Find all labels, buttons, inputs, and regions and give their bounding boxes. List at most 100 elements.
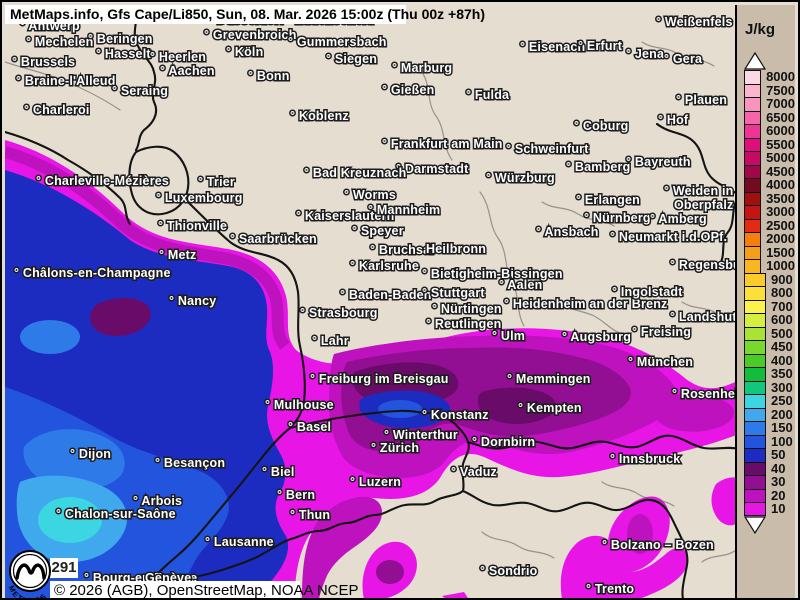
metmaps-logo: METMAPS (7, 550, 51, 598)
legend-entry: 900 (744, 272, 795, 286)
cape-italy-b-core (627, 514, 653, 554)
legend-value: 3000 (766, 204, 795, 219)
city-label: ° Neumarkt i.d.OPf. (610, 230, 727, 244)
legend-entry: 5500 (744, 136, 795, 152)
legend-swatch (744, 124, 762, 138)
legend-value: 7500 (766, 82, 795, 98)
cape-alps-20-east (650, 394, 734, 432)
legend-swatch (744, 299, 766, 313)
cape-italy-a (560, 535, 689, 598)
city-label: ° Rosenheim (672, 387, 739, 401)
city-label: ° Speyer (352, 224, 404, 238)
legend-value: 3500 (766, 190, 795, 206)
city-label: ° Trento (586, 582, 634, 596)
city-label: ° Thionville (158, 219, 227, 233)
city-label: ° Metz (159, 248, 196, 262)
legend-value: 6000 (766, 123, 795, 138)
cape-map[interactable]: ° Antwerp° Dusseldorf° Ludenscheid° Mech… (5, 5, 739, 599)
legend-entry: 400 (744, 353, 795, 367)
legend-entry: 2500 (744, 218, 795, 232)
city-label: ° Dornbirn (472, 435, 535, 449)
city-label: ° Bern (277, 488, 315, 502)
city-label: ° Trier (198, 175, 235, 189)
legend-value: 4500 (766, 163, 795, 179)
legend-entry: 50 (744, 448, 795, 462)
city-label: ° Vaduz (451, 465, 497, 479)
legend-swatch (744, 313, 766, 327)
legend-swatch (744, 380, 766, 394)
city-label: ° Grevenbroich (204, 28, 297, 42)
city-label: ° Weiden in der (664, 184, 739, 198)
legend-entry: 300 (744, 380, 795, 394)
cape-region-150 (23, 429, 125, 491)
city-label: ° Reutlingen (426, 317, 501, 331)
legend-entry: 4000 (744, 178, 795, 192)
legend-entry: 350 (744, 367, 795, 381)
legend-swatch (744, 326, 766, 340)
city-label: ° Baden-Baden (340, 288, 432, 302)
city-label: ° Gießen (382, 83, 434, 97)
city-label: ° Bruchsal (370, 243, 434, 257)
city-label: ° Eisenach (520, 40, 585, 54)
city-labels: ° Antwerp° Dusseldorf° Ludenscheid° Mech… (11, 12, 740, 598)
legend-swatch (744, 353, 766, 367)
city-label: ° Mannheim (368, 203, 440, 217)
legend-value: 4000 (766, 177, 795, 192)
city-label: ° Nürtingen (432, 302, 502, 316)
city-label: ° Innsbruck (610, 452, 680, 466)
city-label: ° Nürnberg (584, 211, 651, 225)
legend-value: 5000 (766, 150, 795, 165)
cape-region-250 (38, 497, 102, 543)
cape-region-40-nancy (90, 298, 151, 336)
legend-swatch (744, 70, 762, 84)
legend-entry: 200 (744, 406, 795, 422)
city-label: ° Kempten (518, 401, 582, 415)
cape-italy-sliver (442, 592, 468, 598)
city-label: ° Strasbourg (300, 306, 378, 320)
legend-entry: 10 (744, 502, 795, 516)
city-label: ° Nancy (169, 294, 216, 308)
city-label: ° Freising (632, 325, 691, 339)
city-label: ° Darmstadt (396, 162, 469, 176)
cape-konstanz-100 (378, 400, 422, 418)
city-label: ° Würzburg (486, 171, 555, 185)
legend-swatch (744, 286, 766, 300)
legend-value: 50 (771, 447, 786, 462)
city-label: ° Bamberg (566, 160, 630, 174)
city-label: ° Aachen (160, 64, 215, 78)
city-label: ° Aalen (499, 278, 542, 292)
city-label: ° Lausanne (205, 535, 274, 549)
legend-swatch (744, 488, 766, 502)
cape-alps-40b (478, 387, 557, 424)
legend-entry: 7000 (744, 97, 795, 111)
legend-arrow-up-icon (744, 52, 766, 70)
city-label: ° Luxembourg (156, 191, 243, 205)
legend-entry: 20 (744, 488, 795, 502)
legend-swatch (744, 232, 762, 246)
city-label: ° Kaiserslautern (296, 209, 395, 223)
city-label: ° Bad Kreuznach (304, 166, 406, 180)
city-label: ° Lahr (312, 334, 349, 348)
legend-entry: 250 (744, 394, 795, 408)
legend-unit-label: J/kg (745, 21, 776, 38)
city-label: ° Gera (664, 52, 703, 66)
legend-swatch (744, 407, 766, 421)
legend-value: 5500 (766, 136, 795, 152)
city-label: ° Memmingen (507, 372, 591, 386)
legend-entry: 2000 (744, 232, 795, 246)
legend-value: 30 (771, 474, 786, 489)
legend-swatch (744, 178, 762, 192)
city-label: ° Basel (288, 420, 331, 434)
city-label: ° Jena (626, 47, 665, 61)
city-label: ° Weißenfels (656, 15, 733, 29)
legend-swatch (744, 272, 766, 286)
city-label: ° Zürich (371, 441, 419, 455)
legend-value: 200 (771, 406, 793, 422)
city-label: ° Bolzano – Bozen (602, 538, 714, 552)
city-label: ° Bonn (248, 69, 290, 83)
city-label: ° Plauen (676, 93, 727, 107)
city-label: ° Siegen (326, 52, 377, 66)
legend-entry: 1500 (744, 245, 795, 259)
legend-swatch (744, 205, 762, 219)
legend-entry: 8000 (744, 70, 795, 84)
